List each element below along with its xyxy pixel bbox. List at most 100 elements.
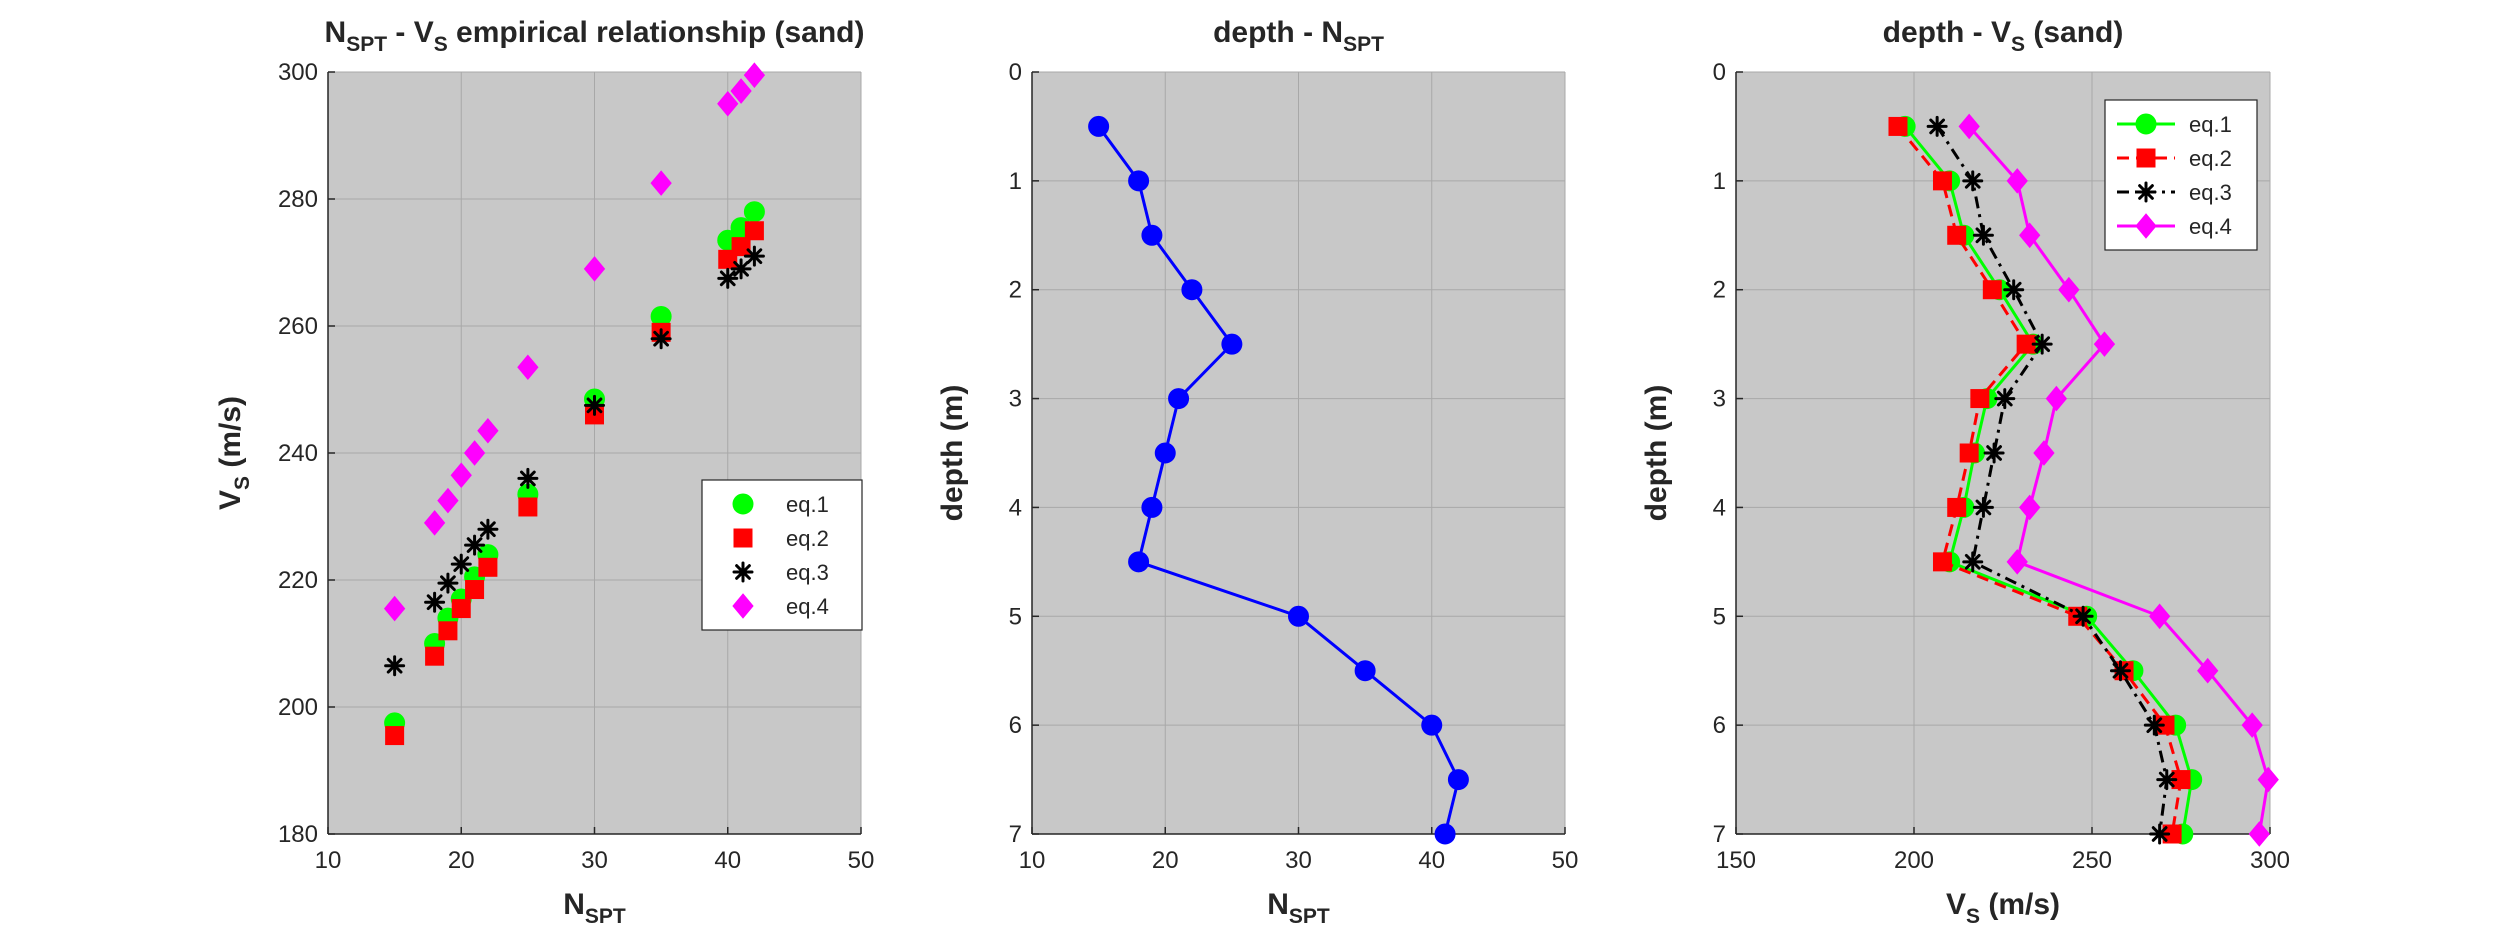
legend-marker-eq.3 bbox=[2135, 181, 2157, 203]
legend-label-eq.1: eq.1 bbox=[786, 492, 829, 517]
asterisk-stroke bbox=[653, 330, 669, 347]
y-tick-label: 7 bbox=[1009, 821, 1022, 848]
text-part: N bbox=[1267, 888, 1289, 921]
data-point-series-0 bbox=[1168, 388, 1190, 410]
y-tick-label: 280 bbox=[278, 186, 318, 213]
asterisk-stroke bbox=[2151, 826, 2168, 842]
data-point-eq.4 bbox=[2006, 549, 2028, 575]
y-tick-label: 300 bbox=[278, 59, 318, 86]
panel-title: depth - NSPT bbox=[1213, 16, 1384, 56]
data-point-series-0 bbox=[1141, 224, 1163, 246]
asterisk-stroke bbox=[440, 575, 456, 592]
data-point-eq.2 bbox=[518, 497, 538, 517]
y-tick-label: 7 bbox=[1713, 821, 1726, 848]
data-point-eq.3 bbox=[517, 467, 539, 489]
series-line-series-0 bbox=[1097, 125, 1460, 835]
data-point-series-0 bbox=[1154, 442, 1176, 464]
asterisk-stroke bbox=[2146, 717, 2163, 734]
asterisk-stroke bbox=[453, 556, 470, 572]
y-tick-label: 3 bbox=[1713, 386, 1726, 413]
data-point-series-0 bbox=[1288, 605, 1309, 627]
data-point-eq.2 bbox=[1982, 280, 2002, 300]
data-point-eq.3 bbox=[1972, 224, 1994, 246]
data-point-eq.4 bbox=[2248, 821, 2270, 847]
legend-box bbox=[701, 479, 863, 631]
y-tick-label: 5 bbox=[1713, 603, 1726, 630]
data-point-series-0 bbox=[1221, 333, 1243, 355]
subscript-text: SPT bbox=[1289, 905, 1330, 928]
asterisk-stroke bbox=[1996, 390, 2013, 407]
data-point-eq.4 bbox=[450, 462, 472, 489]
data-point-eq.4 bbox=[2148, 603, 2171, 630]
legend-marker-eq.3 bbox=[732, 561, 754, 583]
legend-label-eq.3: eq.3 bbox=[786, 560, 829, 585]
data-point-eq.2 bbox=[1932, 552, 1952, 572]
data-point-eq.3 bbox=[2149, 823, 2171, 845]
asterisk-stroke bbox=[466, 537, 483, 553]
subscript-text: S bbox=[1966, 905, 1980, 928]
data-point-eq.3 bbox=[730, 258, 752, 280]
legend: eq.1 eq.2 eq.3 eq.4 bbox=[701, 479, 863, 631]
y-tick-label: 240 bbox=[278, 440, 318, 467]
data-point-eq.2 bbox=[451, 599, 471, 619]
legend-marker-eq.1 bbox=[2135, 113, 2157, 135]
asterisk-stroke bbox=[1964, 172, 1981, 189]
y-tick-label: 220 bbox=[278, 567, 318, 594]
x-tick-label: 50 bbox=[1552, 847, 1579, 874]
legend-marker-eq.1 bbox=[732, 493, 754, 515]
subscript-text: S bbox=[434, 33, 448, 56]
asterisk-stroke bbox=[2075, 608, 2091, 625]
x-tick-label: 30 bbox=[581, 847, 608, 874]
asterisk-stroke bbox=[1975, 499, 1992, 516]
asterisk-stroke bbox=[520, 470, 536, 487]
y-tick-label: 4 bbox=[1009, 494, 1022, 521]
data-point-eq.4 bbox=[2093, 331, 2116, 357]
data-point-eq.2 bbox=[478, 557, 498, 577]
asterisk-stroke bbox=[1964, 553, 1981, 570]
data-point-eq.2 bbox=[1888, 116, 1908, 136]
y-axis-label: depth (m) bbox=[1640, 385, 1673, 522]
data-point-eq.2 bbox=[1959, 443, 1979, 463]
data-point-eq.4 bbox=[717, 90, 739, 117]
x-tick-label: 300 bbox=[2250, 847, 2290, 874]
series-line-eq.4 bbox=[1968, 125, 2270, 835]
text-part: empirical relationship (sand) bbox=[448, 16, 865, 49]
legend-marker-eq.2 bbox=[2136, 148, 2156, 168]
data-point-eq.3 bbox=[1994, 388, 2016, 410]
data-point-series-0 bbox=[1128, 170, 1150, 192]
x-tick-label: 30 bbox=[1285, 847, 1312, 874]
data-point-eq.4 bbox=[383, 595, 406, 622]
subscript-text: SPT bbox=[1343, 33, 1384, 56]
data-point-eq.4 bbox=[2045, 385, 2068, 412]
x-axis-label: NSPT bbox=[563, 888, 626, 928]
data-point-eq.1 bbox=[743, 201, 765, 223]
data-point-eq.2 bbox=[1947, 225, 1967, 245]
data-point-eq.4 bbox=[730, 78, 752, 104]
legend-marker-eq.2 bbox=[733, 528, 753, 548]
x-tick-label: 10 bbox=[315, 847, 342, 874]
y-tick-label: 0 bbox=[1009, 59, 1022, 86]
text-part: depth - N bbox=[1213, 16, 1343, 49]
data-point-eq.3 bbox=[650, 328, 672, 350]
series-group bbox=[383, 62, 766, 746]
asterisk-stroke bbox=[735, 564, 751, 580]
panel-title: depth - VS (sand) bbox=[1883, 16, 2124, 56]
x-axis-label: VS (m/s) bbox=[1946, 888, 2060, 928]
data-point-eq.3 bbox=[1972, 496, 1994, 518]
text-part: - V bbox=[387, 16, 434, 49]
text-part: (sand) bbox=[2025, 16, 2123, 49]
data-point-eq.2 bbox=[385, 726, 405, 746]
y-tick-label: 3 bbox=[1009, 386, 1022, 413]
data-point-eq.3 bbox=[2003, 279, 2025, 301]
legend: eq.1 eq.2 eq.3 eq.4 bbox=[2104, 99, 2258, 251]
data-point-eq.3 bbox=[743, 245, 765, 267]
y-axis-label: depth (m) bbox=[936, 385, 969, 522]
asterisk-stroke bbox=[426, 594, 443, 611]
legend-label-eq.3: eq.3 bbox=[2189, 180, 2232, 205]
data-point-eq.2 bbox=[438, 621, 458, 641]
asterisk-stroke bbox=[2112, 662, 2129, 679]
y-tick-label: 2 bbox=[1009, 277, 1022, 304]
data-point-eq.3 bbox=[2072, 605, 2094, 627]
